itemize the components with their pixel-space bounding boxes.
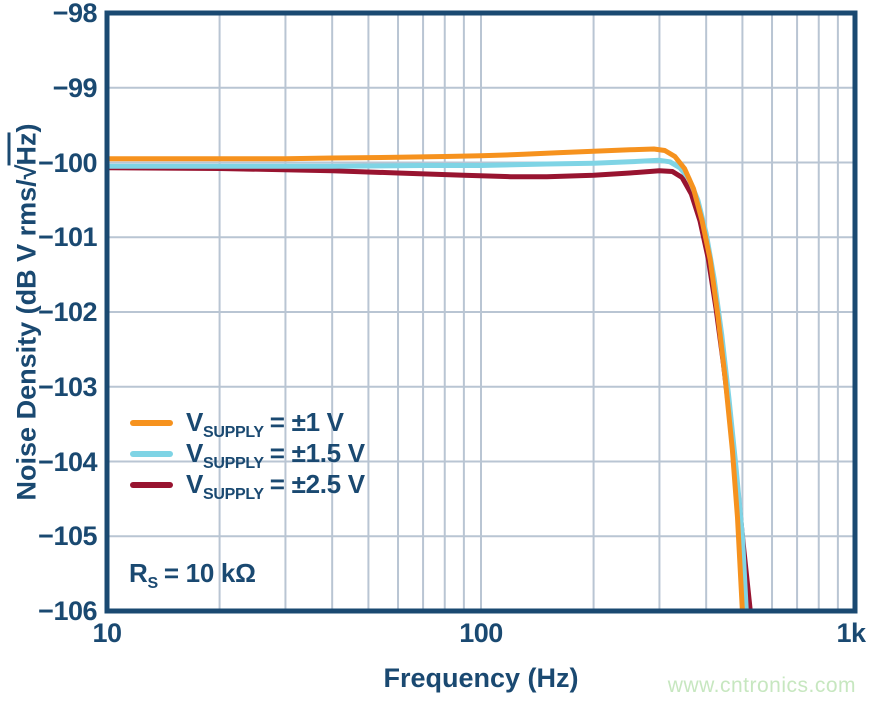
y-axis-title: Noise Density (dB V rms/√Hz) — [7, 123, 43, 501]
x-tick-label: 1k — [836, 618, 866, 648]
sqrt-radical: √ — [11, 164, 42, 180]
legend-subscript: SUPPLY — [203, 424, 264, 441]
source-resistance-annotation: RS = 10 kΩ — [129, 558, 256, 592]
y-tick-label: −100 — [38, 147, 97, 178]
x-tick-label: 10 — [92, 618, 122, 648]
watermark: www.cntronics.com — [667, 674, 856, 697]
y-tick-label: −99 — [52, 72, 98, 103]
annotation-value: = 10 kΩ — [163, 558, 256, 588]
series-curve — [107, 146, 745, 611]
legend-item-vsupply-2p5v: VSUPPLY = ±2.5 V — [130, 469, 365, 503]
legend-value: = ±1.5 V — [269, 438, 365, 468]
y-tick-label: −102 — [38, 297, 97, 327]
y-tick-label: −103 — [38, 371, 97, 402]
plot-border — [104, 10, 858, 614]
legend-subscript: SUPPLY — [203, 486, 264, 503]
legend-swatch-orange — [130, 419, 173, 426]
y-axis-title-radicand: Hz — [7, 132, 42, 166]
legend-symbol: V — [186, 438, 204, 468]
annotation-subscript: S — [147, 575, 158, 592]
series-curve — [107, 157, 749, 611]
legend-item-vsupply-1p5v: VSUPPLY = ±1.5 V — [130, 438, 365, 472]
y-axis-title-suffix: ) — [11, 123, 42, 133]
legend-label: VSUPPLY = ±1.5 V — [186, 438, 365, 472]
legend: VSUPPLY = ±1 V VSUPPLY = ±1.5 V VSUPPLY = ±… — [130, 407, 365, 503]
series-curve — [107, 165, 753, 611]
y-tick-label: −105 — [38, 521, 97, 552]
legend-symbol: V — [186, 469, 204, 499]
legend-swatch-cyan — [130, 450, 173, 457]
y-tick-label: −101 — [38, 222, 97, 253]
legend-value: = ±1 V — [269, 407, 344, 437]
y-tick-label: −98 — [52, 0, 98, 28]
x-tick-label: 100 — [459, 618, 503, 648]
legend-subscript: SUPPLY — [203, 455, 264, 472]
x-axis-title: Frequency (Hz) — [383, 663, 579, 693]
y-tick-label: −106 — [38, 596, 97, 626]
legend-label: VSUPPLY = ±1 V — [186, 407, 344, 441]
y-axis-title-prefix: Noise Density (dB V rms/ — [11, 179, 42, 501]
annotation-symbol: R — [129, 558, 148, 588]
legend-symbol: V — [186, 407, 204, 437]
legend-label: VSUPPLY = ±2.5 V — [186, 469, 365, 503]
legend-value: = ±2.5 V — [269, 469, 365, 499]
y-tick-label: −104 — [38, 446, 97, 477]
legend-swatch-crimson — [130, 481, 173, 488]
legend-item-vsupply-1v: VSUPPLY = ±1 V — [130, 407, 365, 441]
